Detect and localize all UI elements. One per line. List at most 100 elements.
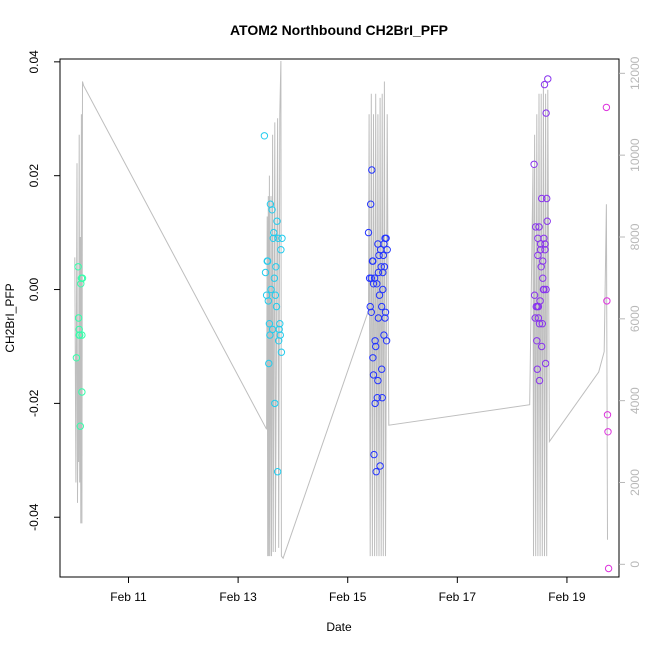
y2-tick-label-6: 10000: [628, 138, 642, 172]
data-point-flight-4-28: [534, 314, 543, 322]
data-point-flight-2-14: [269, 234, 277, 243]
x-axis-label: Date: [326, 620, 352, 634]
data-point-flight-3-44: [374, 268, 383, 277]
data-point-flight-4-31: [538, 342, 546, 351]
data-point-flight-2-27: [276, 331, 284, 339]
data-point-flight-4-20: [540, 80, 549, 89]
data-point-flight-1-3: [74, 314, 83, 322]
data-point-flight-2-26: [276, 320, 284, 328]
data-point-flight-2-12: [268, 206, 276, 214]
y-tick-label-4: 0.02: [27, 164, 41, 188]
data-point-flight-4-34: [541, 240, 549, 248]
data-point-flight-2-6: [264, 297, 272, 305]
data-point-flight-4-15: [538, 194, 546, 203]
data-point-flight-4-1: [530, 160, 538, 169]
data-point-flight-3-10: [370, 450, 378, 459]
data-point-flight-1-12: [78, 388, 86, 396]
data-point-flight-1-1: [72, 354, 81, 362]
data-point-flight-2-5: [264, 257, 272, 265]
altitude-profile-layer: [74, 60, 608, 560]
y2-tick-label-2: 2000: [628, 469, 642, 496]
data-point-flight-4-4: [532, 223, 540, 231]
data-point-flight-2-1: [260, 132, 269, 140]
data-point-flight-2-18: [271, 291, 280, 299]
data-point-flight-2-8: [265, 320, 274, 328]
x-tick-label-5: Feb 19: [548, 590, 586, 604]
data-point-flight-2-25: [275, 325, 283, 334]
data-point-flight-3-14: [372, 468, 380, 476]
data-point-flight-3-25: [378, 394, 386, 402]
data-point-flight-4-16: [538, 320, 546, 328]
data-point-flight-3-24: [378, 365, 386, 373]
y2-tick-label-4: 6000: [628, 305, 642, 332]
data-point-flight-5-4: [604, 428, 612, 436]
y2-tick-label-3: 4000: [628, 387, 642, 414]
data-point-flight-3-38: [371, 337, 379, 345]
y-tick-label-2: -0.02: [27, 389, 41, 417]
data-point-flight-3-27: [379, 251, 387, 260]
y-axis-label: CH2BrI_PFP: [3, 283, 17, 352]
data-point-flight-4-30: [536, 246, 545, 254]
data-point-flight-3-41: [379, 268, 387, 277]
data-point-flight-4-12: [536, 297, 544, 305]
y-axis: -0.04 -0.02 0.00 0.02 0.04: [27, 50, 60, 531]
data-point-flight-2-15: [270, 228, 278, 237]
data-point-flight-2-16: [270, 274, 278, 282]
data-point-flight-4-11: [535, 376, 544, 385]
data-point-flight-2-21: [273, 217, 281, 225]
y2-tick-label-7: 12000: [628, 56, 642, 90]
data-point-flight-3-42: [380, 240, 388, 248]
data-point-flight-2-11: [267, 285, 275, 294]
data-point-flight-1-7: [76, 422, 85, 430]
data-point-flight-4-27: [533, 302, 541, 311]
data-point-flight-3-40: [378, 302, 386, 311]
data-point-flight-5-1: [602, 103, 611, 112]
data-point-flight-2-22: [273, 468, 282, 476]
y2-tick-label-1: 0: [628, 561, 642, 568]
data-point-flight-4-36: [542, 285, 550, 294]
y2-tick-label-5: 8000: [628, 223, 642, 250]
data-point-flight-3-13: [372, 342, 380, 351]
data-point-flight-3-1: [364, 228, 373, 237]
data-point-flight-4-26: [544, 75, 552, 83]
data-point-flight-1-11: [78, 274, 87, 282]
y-tick-label-5: 0.04: [27, 50, 41, 74]
data-point-flight-2-19: [272, 263, 280, 271]
x-axis: Feb 11 Feb 13 Feb 15 Feb 17 Feb 19: [110, 577, 586, 604]
x-tick-label-1: Feb 11: [110, 590, 147, 604]
data-point-flight-4-25: [543, 217, 551, 225]
data-point-flight-4-3: [531, 314, 539, 322]
data-point-flight-3-4: [367, 200, 375, 208]
data-point-flight-3-43: [381, 314, 389, 322]
data-point-flight-4-24: [543, 194, 551, 203]
data-point-flight-2-2: [261, 268, 270, 277]
data-point-flight-4-29: [535, 320, 544, 328]
data-point-flight-1-10: [78, 331, 86, 339]
data-point-flight-4-35: [534, 234, 542, 243]
data-point-flight-5-5: [604, 564, 613, 573]
chart-title: ATOM2 Northbound CH2BrI_PFP: [230, 22, 448, 38]
data-point-flight-2-30: [278, 234, 286, 243]
data-point-flight-1-6: [76, 331, 84, 339]
x-tick-label-3: Feb 15: [329, 590, 367, 604]
right-y-axis: 0 2000 4000 6000 8000 10000 12000: [619, 56, 642, 568]
data-point-flight-3-8: [369, 354, 377, 362]
data-point-flight-2-23: [274, 234, 282, 243]
y-tick-label-1: -0.04: [27, 503, 41, 531]
data-points-layer: [72, 75, 613, 573]
altitude-line: [74, 60, 608, 560]
data-point-flight-2-20: [272, 302, 281, 311]
data-point-flight-5-2: [603, 297, 611, 305]
data-point-flight-3-5: [367, 308, 375, 316]
data-point-flight-3-34: [383, 246, 391, 254]
data-point-flight-1-2: [74, 263, 82, 271]
data-point-flight-5-3: [603, 411, 612, 419]
data-point-flight-3-3: [366, 302, 374, 311]
data-point-flight-4-21: [541, 246, 549, 254]
data-point-flight-4-10: [535, 223, 543, 231]
data-point-flight-3-20: [375, 291, 384, 299]
data-point-flight-4-22: [541, 359, 550, 368]
data-point-flight-4-23: [542, 109, 550, 117]
y-tick-label-3: 0.00: [27, 278, 41, 302]
